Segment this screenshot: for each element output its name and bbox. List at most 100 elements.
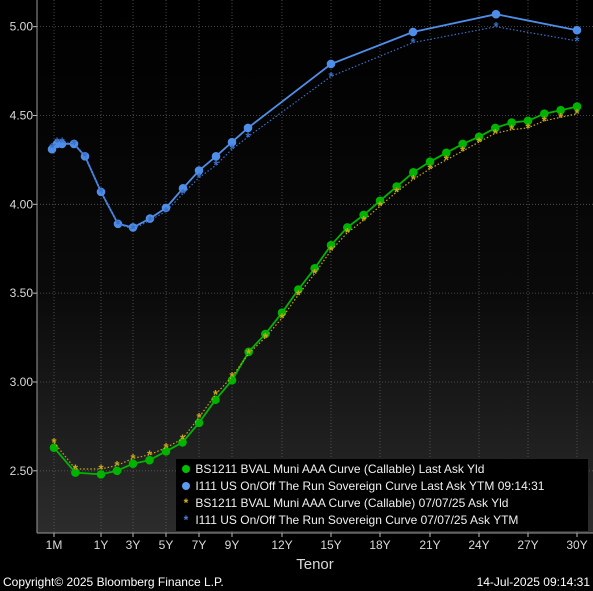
- data-point: [409, 168, 418, 177]
- y-tick-label: 5.00: [10, 20, 34, 34]
- data-point-star: *: [114, 458, 120, 473]
- legend-item: BS1211 BVAL Muni AAA Curve (Callable) La…: [180, 461, 484, 477]
- series-3: * * * **** ************: [49, 19, 580, 237]
- data-point-star: *: [98, 462, 104, 477]
- data-point-star: *: [49, 140, 55, 155]
- data-point-star: *: [213, 158, 219, 173]
- data-point-star: *: [54, 135, 60, 150]
- x-tick-label: 12Y: [271, 538, 292, 552]
- data-point-star: *: [59, 135, 65, 150]
- data-point-star: *: [229, 142, 235, 157]
- blue-star-icon: *: [183, 513, 189, 527]
- data-point-star: *: [361, 213, 367, 228]
- x-tick-label: 27Y: [517, 538, 538, 552]
- data-point-star: *: [328, 69, 334, 84]
- legend-label: BS1211 BVAL Muni AAA Curve (Callable) 07…: [195, 496, 509, 510]
- blue-dot-icon: [182, 482, 190, 490]
- x-tick-label: 30Y: [566, 538, 587, 552]
- series-1: [47, 9, 582, 232]
- data-point: [178, 184, 188, 193]
- data-point-star: *: [163, 204, 169, 219]
- data-point: [244, 347, 253, 357]
- data-point: [359, 210, 368, 220]
- data-point: [227, 137, 237, 147]
- series-layer: ** * * * * ********************* * * * * ** * * **** *…: [47, 9, 582, 479]
- legend-item: I111 US On/Off The Run Sovereign Curve L…: [180, 478, 544, 494]
- data-point: [194, 418, 204, 428]
- data-point: [194, 166, 204, 175]
- data-point-star: *: [410, 35, 416, 50]
- series-2: ** * * * * ********************* * * * * *: [51, 106, 580, 476]
- data-point: [310, 263, 319, 273]
- data-point: [145, 455, 154, 465]
- x-tick-label: 1M: [46, 538, 63, 552]
- data-point-star: *: [263, 330, 269, 345]
- data-point: [458, 139, 467, 149]
- data-point-star: *: [115, 216, 121, 231]
- data-point-star: *: [82, 149, 88, 164]
- data-point: [392, 182, 401, 191]
- x-axis: 1M 1Y 3Y 5Y 7Y 9Y 12Y 15Y 18Y 21Y 24Y 27Y 30Y: [36, 0, 593, 552]
- data-point-star: *: [130, 451, 136, 466]
- data-point-star: *: [460, 144, 466, 159]
- data-point-star: *: [196, 170, 202, 185]
- data-point-star: *: [542, 113, 548, 128]
- x-axis-title: Tenor: [296, 556, 334, 573]
- data-point-star: *: [493, 126, 499, 141]
- series-0: [49, 102, 582, 479]
- legend-label: I111 US On/Off The Run Sovereign Curve L…: [195, 479, 545, 493]
- x-tick-label: 5Y: [159, 538, 174, 552]
- data-point: [211, 152, 221, 161]
- data-point-star: *: [163, 440, 169, 455]
- data-point-star: *: [130, 222, 136, 237]
- data-point: [408, 27, 418, 37]
- data-point-star: *: [180, 431, 186, 446]
- data-point-star: *: [73, 462, 79, 477]
- data-point: [474, 132, 484, 142]
- legend-label: BS1211 BVAL Muni AAA Curve (Callable) La…: [195, 462, 485, 476]
- data-point: [96, 187, 106, 197]
- data-point-star: *: [525, 120, 531, 135]
- x-tick-label: 21Y: [419, 538, 440, 552]
- data-point-star: *: [574, 106, 580, 121]
- x-tick-label: 7Y: [192, 538, 207, 552]
- legend: BS1211 BVAL Muni AAA Curve (Callable) La…: [176, 459, 588, 531]
- data-point: [343, 223, 352, 232]
- data-point-star: *: [213, 387, 219, 402]
- x-tick-label: 18Y: [369, 538, 390, 552]
- y-tick-label: 4.50: [10, 108, 34, 122]
- data-point-star: *: [245, 129, 251, 144]
- timestamp-text: 14-Jul-2025 09:14:31: [476, 575, 590, 589]
- data-point: [507, 118, 516, 127]
- y-tick-label: 3.00: [10, 375, 34, 389]
- data-point-star: *: [444, 152, 450, 167]
- data-point-star: *: [229, 369, 235, 384]
- x-tick-label: 15Y: [320, 538, 341, 552]
- data-point-star: *: [377, 199, 383, 214]
- data-point-star: *: [279, 311, 285, 326]
- data-point-star: *: [509, 122, 515, 137]
- data-point-star: *: [71, 136, 77, 151]
- y-tick-label: 4.00: [10, 197, 34, 211]
- x-tick-label: 1Y: [94, 538, 109, 552]
- data-point-star: *: [493, 19, 499, 34]
- copyright-text: Copyright© 2025 Bloomberg Finance L.P.: [3, 575, 224, 589]
- legend-label: I111 US On/Off The Run Sovereign Curve 0…: [195, 513, 519, 527]
- data-point-star: *: [574, 33, 580, 48]
- data-point-star: *: [147, 447, 153, 462]
- data-point: [128, 459, 138, 469]
- data-point: [243, 123, 253, 133]
- data-point: [112, 466, 122, 476]
- data-point-star: *: [246, 346, 252, 361]
- data-point-star: *: [147, 213, 153, 228]
- data-point-star: *: [394, 184, 400, 199]
- y-tick-label: 3.50: [10, 286, 34, 300]
- data-point: [375, 196, 385, 206]
- x-tick-label: 9Y: [225, 538, 240, 552]
- legend-item: * BS1211 BVAL Muni AAA Curve (Callable) …: [180, 495, 509, 511]
- data-point-star: *: [312, 266, 318, 281]
- data-point: [572, 102, 582, 111]
- data-point: [277, 308, 287, 317]
- data-point-star: *: [328, 243, 334, 258]
- data-point-star: *: [558, 110, 564, 125]
